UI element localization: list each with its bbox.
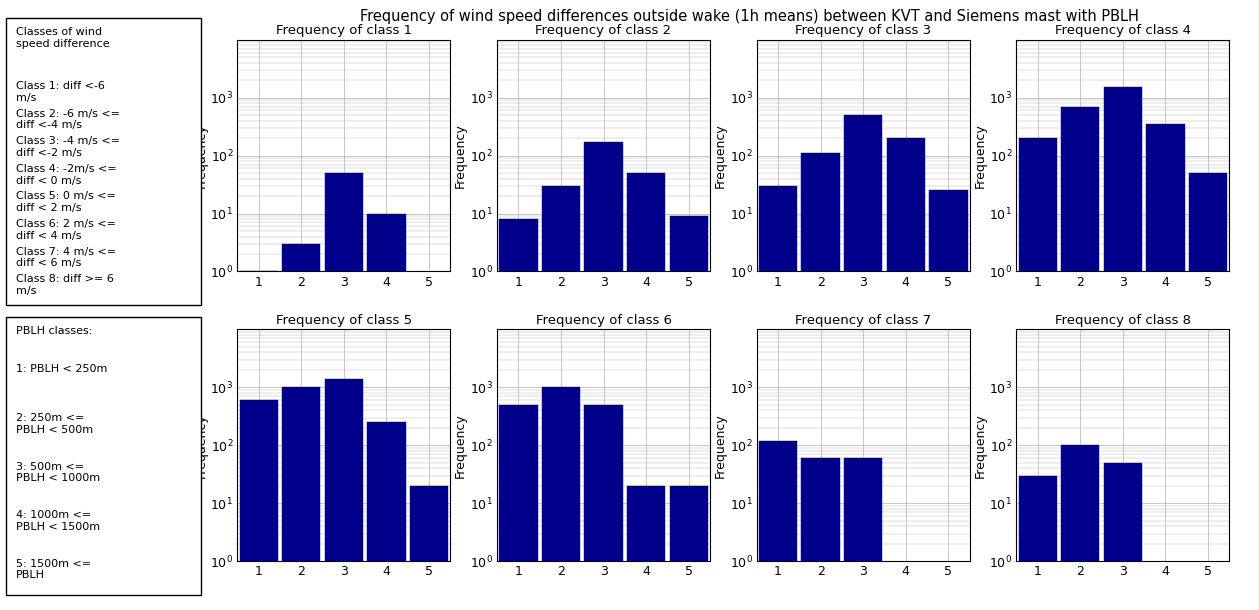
Bar xyxy=(759,440,797,610)
Y-axis label: Frequency: Frequency xyxy=(194,413,208,478)
Title: Frequency of class 4: Frequency of class 4 xyxy=(1055,24,1191,37)
Bar xyxy=(239,400,278,610)
Bar xyxy=(1146,124,1185,610)
Bar xyxy=(1019,476,1056,610)
Y-axis label: Frequency: Frequency xyxy=(454,413,467,478)
Title: Frequency of class 7: Frequency of class 7 xyxy=(796,314,932,327)
Text: Class 4: -2m/s <=
diff < 0 m/s: Class 4: -2m/s <= diff < 0 m/s xyxy=(16,164,117,185)
Bar xyxy=(1188,173,1228,610)
Text: Class 2: -6 m/s <=
diff <-4 m/s: Class 2: -6 m/s <= diff <-4 m/s xyxy=(16,109,120,131)
Bar xyxy=(325,173,363,610)
Y-axis label: Frequency: Frequency xyxy=(973,123,987,188)
Bar xyxy=(802,153,840,610)
Bar xyxy=(802,458,840,610)
Bar xyxy=(627,486,665,610)
Bar xyxy=(1104,463,1142,610)
Text: Classes of wind
speed difference: Classes of wind speed difference xyxy=(16,27,110,49)
Text: Class 6: 2 m/s <=
diff < 4 m/s: Class 6: 2 m/s <= diff < 4 m/s xyxy=(16,219,116,240)
Bar xyxy=(325,379,363,610)
Bar xyxy=(500,219,538,610)
Text: Frequency of wind speed differences outside wake (1h means) between KVT and Siem: Frequency of wind speed differences outs… xyxy=(360,9,1138,24)
Bar xyxy=(282,387,321,610)
Bar xyxy=(541,387,580,610)
Bar xyxy=(1061,445,1099,610)
Text: 4: 1000m <=
PBLH < 1500m: 4: 1000m <= PBLH < 1500m xyxy=(16,510,101,532)
Bar xyxy=(844,115,883,610)
Title: Frequency of class 1: Frequency of class 1 xyxy=(276,24,412,37)
Bar xyxy=(584,142,623,610)
Bar xyxy=(670,216,708,610)
Bar xyxy=(541,186,580,610)
Title: Frequency of class 6: Frequency of class 6 xyxy=(535,314,671,327)
Text: Class 7: 4 m/s <=
diff < 6 m/s: Class 7: 4 m/s <= diff < 6 m/s xyxy=(16,246,116,268)
Y-axis label: Frequency: Frequency xyxy=(714,123,726,188)
Bar xyxy=(239,271,278,610)
Text: 2: 250m <=
PBLH < 500m: 2: 250m <= PBLH < 500m xyxy=(16,413,93,434)
Bar xyxy=(627,173,665,610)
Bar xyxy=(670,486,708,610)
Bar xyxy=(282,244,321,610)
Text: PBLH classes:: PBLH classes: xyxy=(16,326,92,336)
Text: Class 3: -4 m/s <=
diff <-2 m/s: Class 3: -4 m/s <= diff <-2 m/s xyxy=(16,137,120,158)
Bar xyxy=(929,190,967,610)
Bar xyxy=(500,405,538,610)
Y-axis label: Frequency: Frequency xyxy=(194,123,208,188)
Bar xyxy=(1061,107,1099,610)
Bar xyxy=(584,405,623,610)
Text: 3: 500m <=
PBLH < 1000m: 3: 500m <= PBLH < 1000m xyxy=(16,462,101,483)
Bar xyxy=(410,486,448,610)
Y-axis label: Frequency: Frequency xyxy=(973,413,987,478)
Bar xyxy=(844,458,883,610)
Bar xyxy=(1104,87,1142,610)
Text: Class 5: 0 m/s <=
diff < 2 m/s: Class 5: 0 m/s <= diff < 2 m/s xyxy=(16,192,116,213)
Text: Class 8: diff >= 6
m/s: Class 8: diff >= 6 m/s xyxy=(16,274,113,296)
Bar xyxy=(886,138,925,610)
Text: 1: PBLH < 250m: 1: PBLH < 250m xyxy=(16,364,107,375)
Title: Frequency of class 8: Frequency of class 8 xyxy=(1055,314,1191,327)
Title: Frequency of class 2: Frequency of class 2 xyxy=(535,24,671,37)
Bar xyxy=(368,422,405,610)
Title: Frequency of class 3: Frequency of class 3 xyxy=(796,24,932,37)
Text: 5: 1500m <=
PBLH: 5: 1500m <= PBLH xyxy=(16,559,91,580)
Y-axis label: Frequency: Frequency xyxy=(454,123,467,188)
Bar xyxy=(1019,138,1056,610)
Text: Class 1: diff <-6
m/s: Class 1: diff <-6 m/s xyxy=(16,81,104,103)
Bar xyxy=(759,186,797,610)
Title: Frequency of class 5: Frequency of class 5 xyxy=(276,314,412,327)
Bar xyxy=(368,214,405,610)
Y-axis label: Frequency: Frequency xyxy=(714,413,726,478)
